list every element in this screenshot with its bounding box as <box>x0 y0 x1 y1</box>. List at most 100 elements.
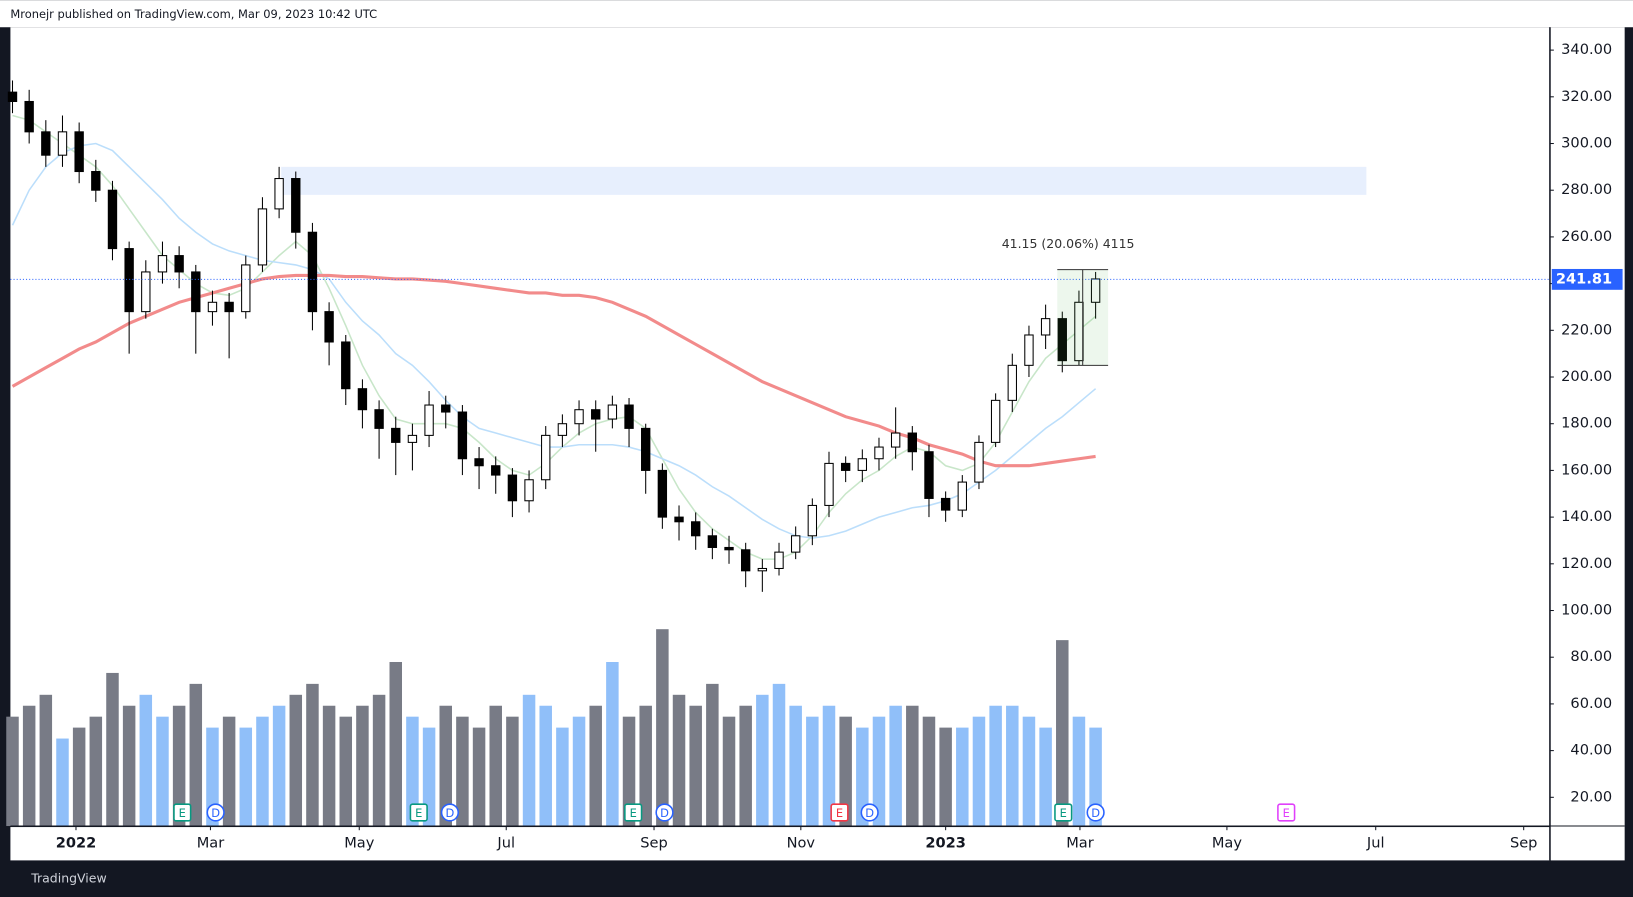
volume-bar <box>89 716 103 827</box>
volume-bar <box>822 705 836 827</box>
volume-bar <box>639 705 652 827</box>
candle-body <box>691 521 701 537</box>
event-marker <box>624 803 643 822</box>
volume-bar <box>522 694 536 827</box>
volume-bar <box>1039 727 1052 827</box>
volume-bar <box>606 661 619 827</box>
volume-bar <box>239 727 253 827</box>
candle-body <box>641 427 651 471</box>
volume-bar <box>256 716 269 827</box>
volume-bar <box>72 727 86 827</box>
event-label: D <box>446 806 455 820</box>
x-tick-label: Sep <box>640 835 667 852</box>
candle-body <box>524 479 534 502</box>
volume-bar <box>356 705 369 827</box>
event-marker <box>440 803 460 822</box>
volume-bar <box>206 727 219 827</box>
candle-body <box>757 567 768 572</box>
event-marker <box>860 803 879 822</box>
event-label: E <box>836 806 843 820</box>
volume-bar <box>122 705 136 827</box>
candle-body <box>441 404 451 413</box>
volume-bar <box>389 661 403 827</box>
volume-bar <box>856 727 869 827</box>
candle-body <box>341 341 351 390</box>
candle-body <box>674 516 684 523</box>
candle-body <box>724 546 734 551</box>
volume-bar <box>272 705 286 827</box>
candle-body <box>624 404 634 429</box>
candle-body <box>557 423 568 436</box>
event-marker <box>1086 803 1105 822</box>
candle-body <box>124 248 134 313</box>
candle-body <box>1007 364 1017 401</box>
event-marker <box>409 803 428 822</box>
last-price-box <box>1551 268 1623 290</box>
event-marker <box>1277 803 1296 822</box>
measure-label: 41.15 (20.06%) 4115 <box>1002 236 1135 251</box>
candle-body <box>924 451 934 499</box>
volume-bar <box>1006 705 1019 827</box>
y-tick-label: 100.00 <box>1561 602 1612 619</box>
y-tick-label: 80.00 <box>1570 648 1612 665</box>
candle-body <box>591 409 601 420</box>
candle-body <box>707 535 718 548</box>
candle-body <box>157 255 168 273</box>
volume-bar <box>39 694 53 827</box>
event-marker <box>1054 803 1073 822</box>
candle-body <box>57 131 68 156</box>
volume-bar <box>489 705 502 827</box>
y-tick-label: 280.00 <box>1561 181 1612 198</box>
volume-bar <box>622 716 636 827</box>
x-tick-label: Jul <box>496 835 515 852</box>
y-tick-label: 320.00 <box>1561 88 1612 105</box>
y-tick-label: 120.00 <box>1561 555 1612 572</box>
volume-bar <box>172 705 186 827</box>
volume-bar <box>306 683 319 827</box>
candle-body <box>374 409 384 429</box>
candle-body <box>607 404 618 420</box>
volume-bar <box>722 716 736 827</box>
last-price-label: 241.81 <box>1556 270 1612 287</box>
candle-body <box>790 535 801 553</box>
candle-body <box>507 474 518 502</box>
time-axis <box>10 827 1550 861</box>
y-tick-label: 200.00 <box>1561 368 1612 385</box>
volume-bar <box>406 716 419 827</box>
volume-bar <box>1072 716 1086 827</box>
candle-body <box>824 462 834 506</box>
volume-bar <box>789 705 802 827</box>
x-tick-label: 2023 <box>925 835 966 852</box>
volume-bar <box>339 716 353 827</box>
x-tick-label: May <box>1212 835 1243 852</box>
candle-body <box>940 497 951 511</box>
volume-bar <box>456 716 469 827</box>
volume-bar <box>422 727 436 827</box>
volume-bar <box>106 672 119 827</box>
volume-bar <box>322 705 336 827</box>
volume-bar <box>56 738 69 827</box>
y-tick-label: 20.00 <box>1570 788 1612 805</box>
event-label: E <box>630 806 637 820</box>
candle-body <box>457 411 468 460</box>
volume-bar <box>772 683 786 827</box>
candle-body <box>974 441 984 483</box>
candle-body <box>391 427 401 443</box>
volume-bar <box>872 716 886 827</box>
x-tick-label: Mar <box>1066 835 1094 852</box>
header-bar <box>0 0 1633 28</box>
event-label: D <box>865 806 874 820</box>
volume-bar <box>839 716 852 827</box>
x-tick-label: Nov <box>787 835 816 852</box>
y-tick-label: 340.00 <box>1561 41 1612 58</box>
candle-body <box>307 231 318 313</box>
candle-body <box>857 458 868 471</box>
candle-body <box>574 409 584 425</box>
candle-body <box>274 178 284 210</box>
candle-body <box>191 271 201 313</box>
candle-body <box>807 504 818 537</box>
candle-body <box>1024 334 1034 366</box>
candle-body <box>990 399 1001 443</box>
volume-bar <box>439 705 452 827</box>
